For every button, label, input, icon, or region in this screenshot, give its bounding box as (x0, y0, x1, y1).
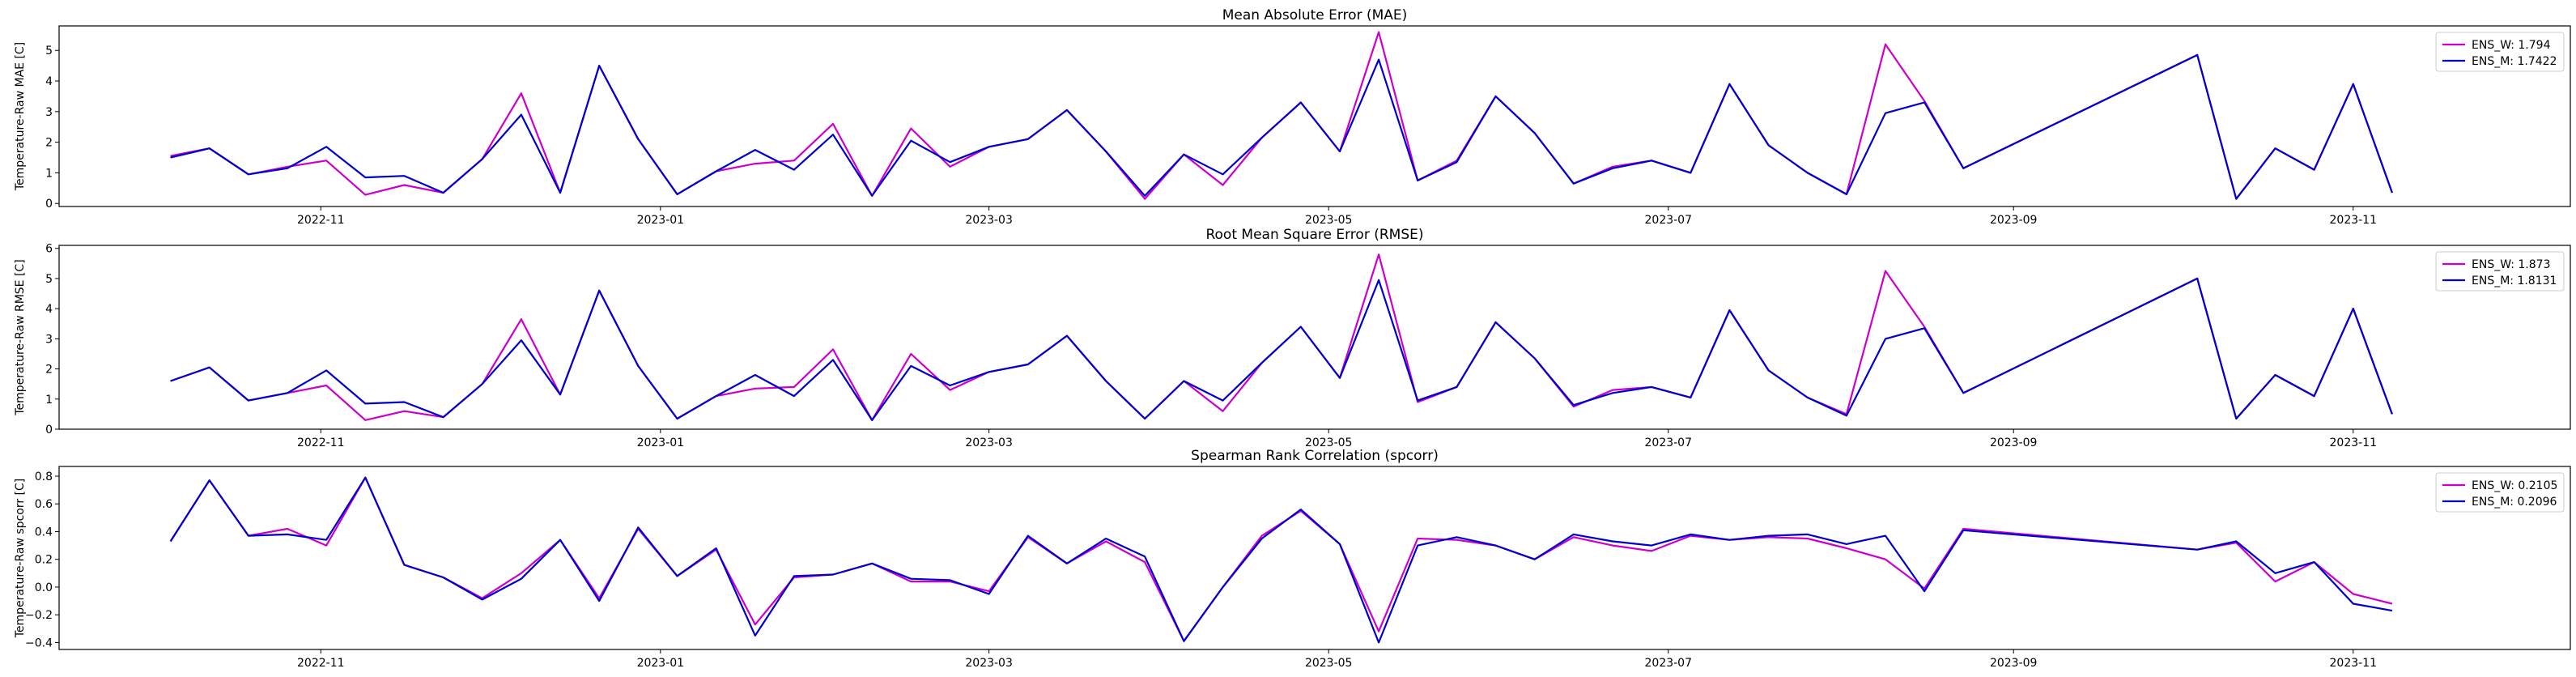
y-axis-label: Temperature-Raw spcorr [C] (14, 479, 27, 639)
chart-panel-1: Mean Absolute Error (MAE) Temperature-Raw… (14, 7, 2571, 227)
x-tick-label: 2023-11 (2330, 657, 2378, 670)
x-tick-label: 2023-11 (2330, 214, 2378, 227)
x-tick-label: 2023-05 (1305, 657, 1353, 670)
legend-entry: ENS_W: 1.794 (2472, 39, 2551, 52)
legend-box (2435, 251, 2565, 292)
y-tick-label: 2 (45, 137, 53, 150)
y-tick-label: 3 (45, 333, 53, 346)
x-tick-label: 2023-03 (965, 657, 1013, 670)
x-tick-label: 2023-09 (1990, 436, 2038, 449)
x-tick-label: 2023-07 (1645, 214, 1693, 227)
y-tick-label: 4 (45, 75, 53, 88)
x-tick-label: 2023-05 (1305, 214, 1353, 227)
y-tick-label: 5 (45, 45, 53, 57)
legend-entry: ENS_M: 1.8131 (2472, 275, 2557, 287)
y-tick-label: 0.8 (35, 470, 53, 483)
legend-entry: ENS_M: 1.7422 (2472, 55, 2557, 68)
y-axis-label: Temperature-Raw RMSE [C] (14, 259, 27, 415)
x-tick-label: 2023-05 (1305, 436, 1353, 449)
legend: ENS_W: 1.794 ENS_M: 1.7422 (2435, 32, 2565, 72)
y-tick-label: 0.2 (35, 554, 53, 567)
plot-frame (58, 25, 2571, 207)
chart-panel-2: Root Mean Square Error (RMSE) Temperature… (14, 227, 2571, 449)
legend-entry: ENS_M: 0.2096 (2472, 496, 2557, 509)
legend: ENS_W: 0.2105 ENS_M: 0.2096 (2435, 472, 2565, 513)
legend-entry: ENS_W: 1.873 (2472, 258, 2550, 271)
y-tick-label: 3 (45, 106, 53, 119)
x-tick-label: 2023-03 (965, 436, 1013, 449)
x-tick-label: 2023-07 (1645, 436, 1693, 449)
plot-frame (58, 245, 2571, 430)
y-tick-label: −0.4 (25, 637, 53, 649)
x-tick-label: 2022-11 (297, 657, 345, 670)
x-tick-label: 2022-11 (297, 436, 345, 449)
chart-title: Mean Absolute Error (MAE) (1222, 7, 1408, 23)
legend-box (2435, 472, 2565, 513)
x-tick-label: 2023-01 (637, 214, 685, 227)
x-tick-label: 2023-09 (1990, 214, 2038, 227)
legend: ENS_W: 1.873 ENS_M: 1.8131 (2435, 251, 2565, 292)
series-line-ens-m (169, 476, 2393, 644)
y-tick-label: 1 (45, 167, 53, 180)
plot-frame (58, 466, 2571, 650)
chart-title: Root Mean Square Error (RMSE) (1205, 227, 1423, 243)
y-tick-label: 0.4 (35, 526, 53, 539)
y-tick-label: 0 (45, 198, 53, 211)
y-tick-label: 6 (45, 243, 53, 256)
y-tick-label: 1 (45, 394, 53, 407)
series-line-ens-m (170, 277, 2393, 421)
legend-entry: ENS_W: 0.2105 (2472, 479, 2557, 492)
y-tick-label: 2 (45, 364, 53, 377)
x-tick-label: 2023-09 (1990, 657, 2038, 670)
chart-title: Spearman Rank Correlation (spcorr) (1191, 448, 1439, 464)
x-tick-label: 2022-11 (297, 214, 345, 227)
x-tick-label: 2023-11 (2330, 436, 2378, 449)
chart-panel-3: Spearman Rank Correlation (spcorr) Temper… (14, 448, 2571, 670)
y-tick-label: 0.6 (35, 498, 53, 511)
x-tick-label: 2023-01 (637, 657, 685, 670)
y-tick-label: 5 (45, 273, 53, 286)
y-tick-label: 0 (45, 424, 53, 436)
y-axis-label: Temperature-Raw MAE [C] (14, 42, 27, 191)
x-tick-label: 2023-01 (637, 436, 685, 449)
legend-box (2435, 32, 2565, 72)
y-tick-label: −0.2 (25, 609, 53, 622)
x-tick-label: 2023-07 (1645, 657, 1693, 670)
series-line-ens-m (170, 53, 2393, 200)
y-tick-label: 0.0 (35, 581, 53, 594)
y-tick-label: 4 (45, 303, 53, 316)
x-tick-label: 2023-03 (965, 214, 1013, 227)
